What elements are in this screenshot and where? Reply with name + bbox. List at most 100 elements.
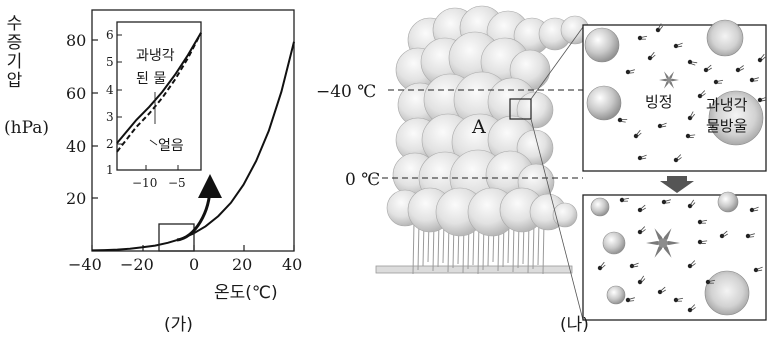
inset-y-tick-label: 6 xyxy=(106,28,114,42)
vapor-molecule xyxy=(637,35,648,41)
vapor-molecule xyxy=(687,111,696,121)
vapor-molecule xyxy=(685,133,696,139)
vapor-molecule xyxy=(625,69,635,75)
inset-label-water-1: 과냉각 xyxy=(136,48,175,64)
connector-top xyxy=(530,26,584,100)
rain-streak xyxy=(417,221,420,271)
rain-streak xyxy=(412,221,415,275)
detail-before-particles xyxy=(584,19,767,163)
caption-a: (가) xyxy=(164,315,193,335)
ylabel-line2: (hPa) xyxy=(4,118,49,138)
vapor-molecule xyxy=(757,53,766,63)
x-tick-label: −20 xyxy=(120,255,154,274)
droplet-label-2: 물방울 xyxy=(706,117,747,135)
vapor-molecule xyxy=(749,77,759,83)
y-tick-label: 80 xyxy=(66,31,86,50)
vapor-molecule xyxy=(713,79,724,85)
inset-ticks xyxy=(117,34,179,171)
inset-x-tick-label: −10 xyxy=(132,176,157,190)
vapor-molecule xyxy=(705,279,716,285)
vapor-molecule xyxy=(749,206,759,213)
detail-after-particles xyxy=(590,191,763,316)
vapor-molecule xyxy=(745,233,755,239)
vapor-molecule xyxy=(647,51,656,61)
panel-b: −40 ℃ 0 ℃ A 빙정 과냉각 물방울 (나) xyxy=(316,5,767,335)
panel-a: 수증기압 (hPa) xyxy=(2,9,295,335)
vapor-molecule xyxy=(719,230,728,239)
connector-bottom xyxy=(530,118,584,321)
water-droplet xyxy=(584,27,620,63)
vapor-molecule xyxy=(735,65,745,73)
temp-label-lower: 0 ℃ xyxy=(345,170,380,190)
inset-y-tick-label: 3 xyxy=(106,110,114,124)
vapor-molecule xyxy=(633,129,642,139)
ice-crystal-label: 빙정 xyxy=(645,93,673,111)
water-droplet xyxy=(704,270,750,316)
x-tick-label: 40 xyxy=(282,255,302,274)
xlabel: 온도(℃) xyxy=(214,283,278,303)
vapor-molecule xyxy=(753,266,763,273)
droplet-label-1: 과냉각 xyxy=(706,96,748,114)
vapor-molecule xyxy=(637,275,646,285)
ground xyxy=(375,265,573,274)
cumulonimbus-cloud xyxy=(386,5,590,237)
ylabel-line1: 수증기압 xyxy=(2,14,22,90)
vapor-molecule xyxy=(617,117,628,123)
cloud-puff xyxy=(552,202,578,228)
leader-ice xyxy=(149,139,158,146)
vapor-molecule xyxy=(629,262,639,269)
y-tick-label: 60 xyxy=(66,84,86,103)
water-droplet xyxy=(602,231,626,255)
water-droplet xyxy=(706,19,744,57)
vapor-molecule xyxy=(625,297,635,303)
vapor-molecule xyxy=(687,304,696,313)
vapor-molecule xyxy=(637,154,647,161)
water-droplet xyxy=(708,90,764,146)
vapor-molecule xyxy=(697,239,708,245)
rain-streak xyxy=(537,221,540,266)
vapor-molecule xyxy=(637,204,646,213)
rain-streak xyxy=(542,221,545,275)
x-tick-label: −40 xyxy=(68,255,102,274)
inset-label-ice: 얼음 xyxy=(158,138,184,154)
vapor-molecule xyxy=(597,261,606,271)
inset-y-tick-label: 4 xyxy=(106,83,114,97)
water-droplet xyxy=(606,285,626,305)
ice-crystal xyxy=(646,228,680,258)
vapor-molecule xyxy=(661,199,671,205)
water-droplet xyxy=(590,197,610,217)
zoom-arrow xyxy=(176,174,222,242)
vapor-molecule xyxy=(687,260,696,269)
vapor-molecule xyxy=(703,64,712,73)
x-tick-label: 20 xyxy=(232,255,252,274)
vapor-molecule xyxy=(673,297,684,303)
rain-streak xyxy=(532,221,535,270)
inset-y-tick-label: 2 xyxy=(106,137,114,151)
y-tick-label: 40 xyxy=(66,137,86,156)
vapor-molecule xyxy=(673,154,682,163)
water-droplet xyxy=(717,191,739,213)
zoom-box xyxy=(158,223,195,252)
caption-b: (나) xyxy=(560,315,589,335)
x-tick-label: 0 xyxy=(189,255,199,274)
inset-y-tick-label: 5 xyxy=(106,55,114,69)
vapor-molecule xyxy=(687,59,698,66)
vapor-molecule xyxy=(697,90,706,99)
transition-arrow xyxy=(660,176,694,193)
vapor-molecule xyxy=(655,23,664,33)
vapor-molecule xyxy=(757,96,767,103)
vapor-molecule xyxy=(619,197,630,203)
vapor-molecule xyxy=(657,286,666,295)
vapor-molecule xyxy=(697,219,708,225)
inset-label-water-2: 된 물 xyxy=(136,71,166,87)
temp-label-upper: −40 ℃ xyxy=(316,82,376,102)
tick-labels: 80 60 40 20 −40 −20 0 20 40 xyxy=(66,31,302,274)
inset-x-tick-label: −5 xyxy=(168,176,186,190)
vapor-molecule xyxy=(637,226,646,235)
vapor-molecule xyxy=(657,122,667,129)
water-droplet xyxy=(586,85,622,121)
y-tick-label: 20 xyxy=(66,189,86,208)
y-ticks xyxy=(92,39,98,199)
supercooled-water-curve xyxy=(116,32,202,144)
